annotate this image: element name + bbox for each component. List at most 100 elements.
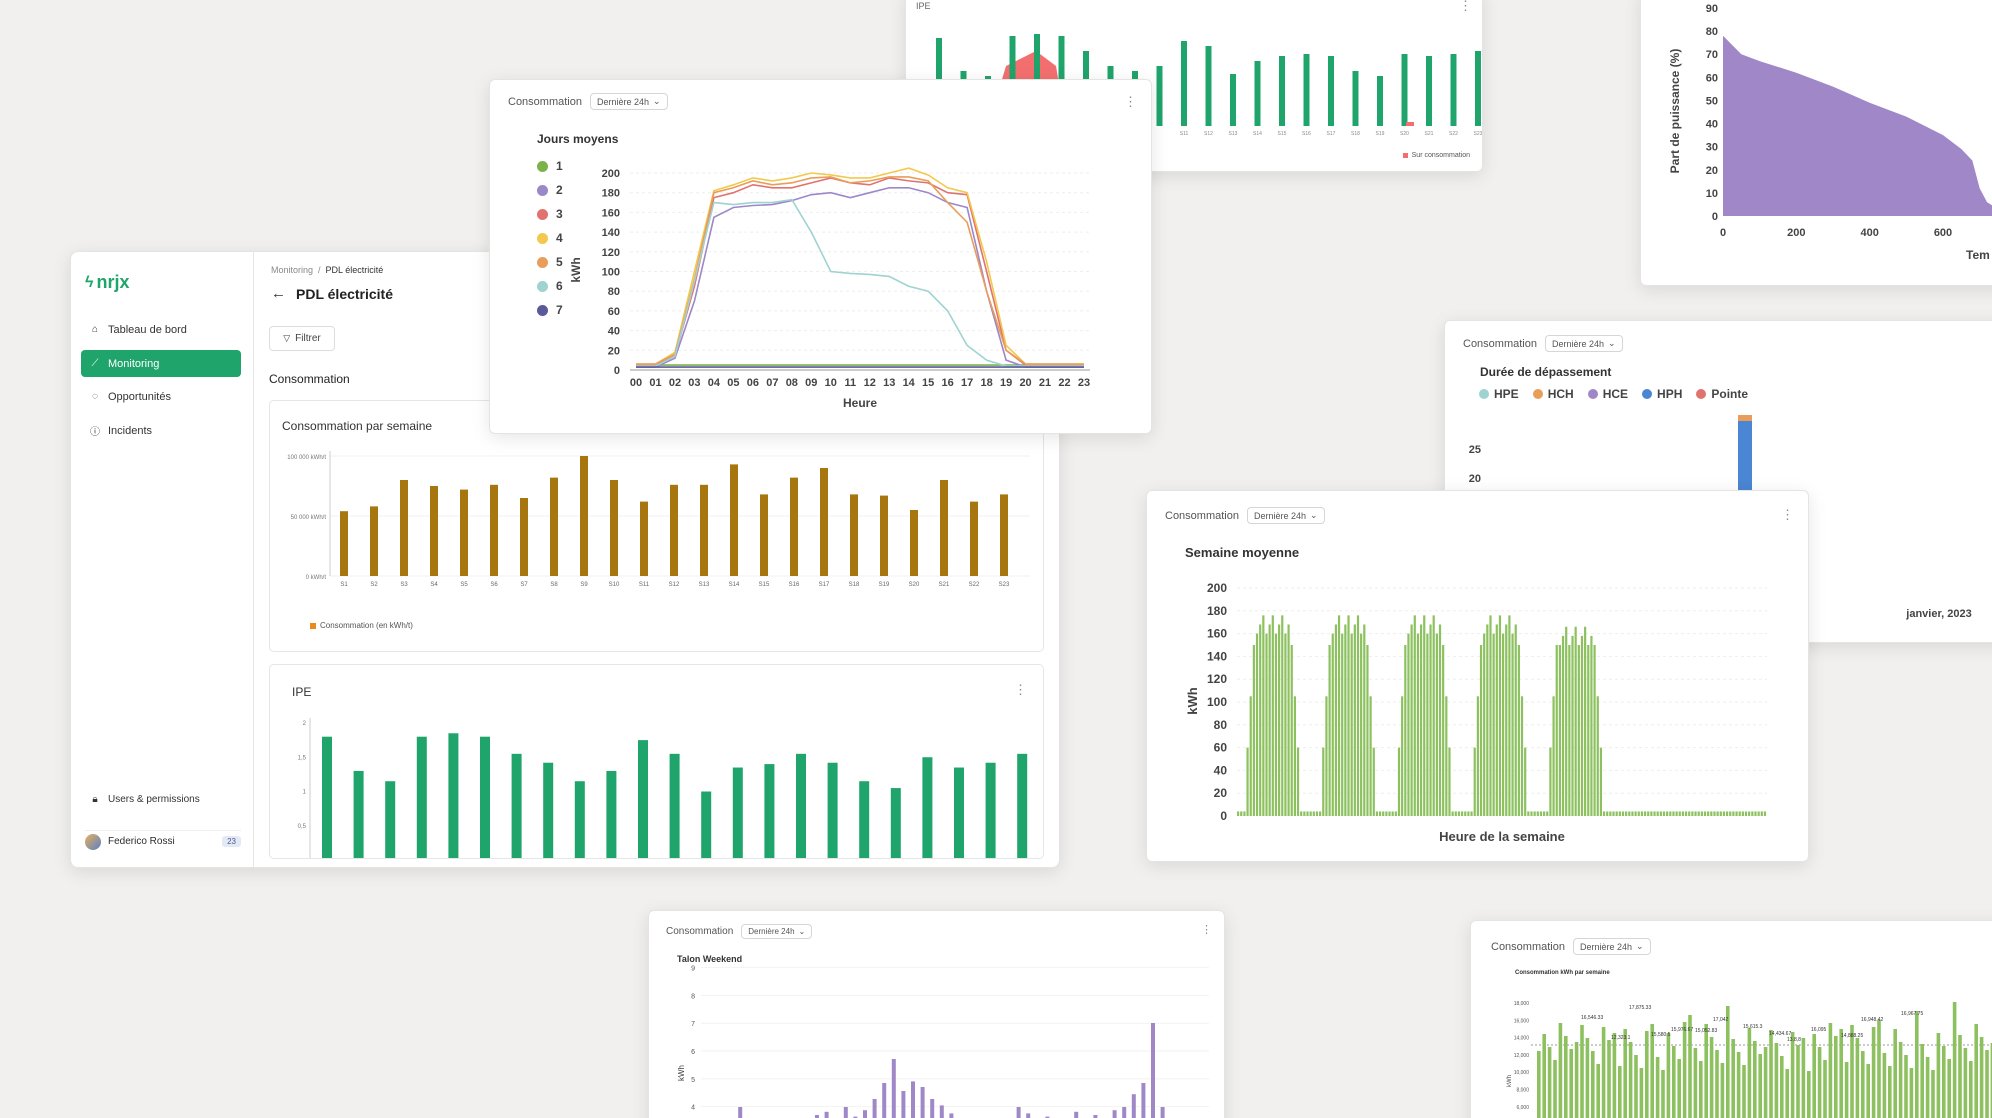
y-tick-label: 120: [602, 247, 620, 259]
legend-item[interactable]: 4: [537, 226, 563, 250]
y-axis-label: kWh: [569, 257, 583, 282]
legend-label: HPE: [1494, 387, 1519, 401]
legend-item[interactable]: 7: [537, 298, 563, 322]
more-options-icon[interactable]: ⋮: [1781, 507, 1794, 522]
bar: [1596, 1064, 1600, 1118]
y-tick-label: 9: [691, 966, 695, 973]
legend-item[interactable]: Pointe: [1696, 387, 1748, 401]
sidebar-item-label: Users & permissions: [108, 794, 200, 805]
x-tick-label: S18: [849, 582, 860, 588]
bar: [1278, 624, 1281, 816]
sidebar-item-tableau[interactable]: ⌂ Tableau de bord: [81, 316, 241, 343]
bar: [1353, 624, 1356, 816]
data-label: 16,948.42: [1861, 1017, 1883, 1023]
y-tick-label: 60: [608, 306, 620, 318]
legend-dot: [1479, 389, 1489, 399]
legend-item[interactable]: 3: [537, 202, 563, 226]
x-tick-label: S5: [460, 582, 468, 588]
x-tick-label: 07: [766, 377, 778, 389]
bar: [1300, 811, 1303, 816]
bar: [1713, 811, 1716, 816]
more-options-icon[interactable]: ⋮: [1459, 0, 1472, 13]
bar: [1688, 1015, 1692, 1118]
legend-item[interactable]: 2: [537, 178, 563, 202]
x-tick-label: S16: [789, 582, 800, 588]
bar: [1074, 1111, 1079, 1118]
period-dropdown[interactable]: Dernière 24h ⌄: [589, 93, 668, 110]
y-tick-label: 60: [1706, 72, 1718, 84]
bar: [1812, 1034, 1816, 1118]
bar: [1470, 811, 1473, 816]
y-tick-label: 20: [608, 345, 620, 357]
bar: [1888, 1066, 1892, 1118]
top-ipe-title: IPE: [916, 1, 931, 11]
widget-title: Consommation: [1165, 509, 1239, 522]
sidebar-item-incidents[interactable]: ⓘ Incidents: [81, 417, 241, 444]
bar: [1754, 811, 1757, 816]
widget-header: Consommation Dernière 24h ⌄: [666, 924, 813, 939]
x-tick-label: S14: [1253, 131, 1262, 137]
bar: [1347, 615, 1350, 816]
y-tick-label: 70: [1706, 49, 1718, 61]
breadcrumb-link[interactable]: Monitoring: [271, 265, 314, 275]
legend-item[interactable]: 6: [537, 274, 563, 298]
sidebar-item-label: Opportunités: [108, 390, 171, 403]
legend-item[interactable]: 1: [537, 154, 563, 178]
bar: [1312, 811, 1315, 816]
bar: [1807, 1071, 1811, 1118]
legend-item[interactable]: HCH: [1532, 387, 1574, 401]
bar: [1931, 1070, 1935, 1118]
bar: [1537, 1051, 1541, 1118]
bar: [1435, 633, 1438, 816]
logo-text: nrjx: [96, 272, 130, 292]
more-options-icon[interactable]: ⋮: [1201, 924, 1212, 936]
bar: [1259, 624, 1262, 816]
sidebar-item-opportunites[interactable]: ◌ Opportunités: [81, 383, 241, 410]
period-dropdown[interactable]: Dernière 24h ⌄: [741, 924, 813, 939]
user-profile[interactable]: Federico Rossi 23: [85, 830, 241, 852]
bar: [1000, 494, 1008, 576]
data-label: 13,8,8: [1787, 1037, 1801, 1043]
legend-label: Pointe: [1711, 387, 1749, 401]
more-options-icon[interactable]: ⋮: [1124, 94, 1137, 109]
bar: [1639, 1068, 1644, 1118]
sidebar-item-users[interactable]: 🔒︎ Users & permissions: [81, 786, 241, 813]
bar: [1451, 811, 1454, 816]
x-tick-label: S8: [550, 582, 558, 588]
legend-label: Sur consommation: [1411, 152, 1470, 159]
bar: [1568, 645, 1571, 816]
y-tick-label: 20: [1214, 786, 1228, 800]
bar: [1131, 1094, 1136, 1118]
weekly-chart: 100 000 kWh/t 50 000 kWh/t 0 kWh/t S1 S2 S3 S4…: [287, 451, 1030, 588]
chevron-down-icon: ⌄: [798, 927, 806, 936]
bar: [820, 468, 828, 576]
period-dropdown[interactable]: Dernière 24h ⌄: [1246, 507, 1325, 524]
y-tick-label: 8,000: [1516, 1088, 1529, 1094]
y-tick-label: 200: [602, 168, 620, 180]
back-arrow-icon[interactable]: ←: [271, 285, 286, 302]
period-dropdown[interactable]: Dernière 24h ⌄: [1572, 938, 1651, 955]
bar: [1151, 1023, 1155, 1118]
bar: [1666, 1033, 1671, 1118]
legend-dot: [1642, 389, 1653, 399]
bar: [1017, 753, 1028, 858]
bar: [1596, 696, 1599, 816]
bar: [1454, 811, 1457, 816]
data-label: 15,976.67: [1671, 1027, 1693, 1033]
period-dropdown[interactable]: Dernière 24h ⌄: [1544, 335, 1623, 352]
filter-button[interactable]: ▽ Filtrer: [269, 326, 335, 351]
more-options-icon[interactable]: ⋮: [1014, 682, 1027, 697]
series-line: [636, 198, 1084, 367]
legend-item[interactable]: HPE: [1479, 387, 1519, 401]
bar: [1328, 56, 1334, 126]
bar: [850, 494, 858, 576]
x-tick-label: S11: [1180, 131, 1189, 137]
legend-item[interactable]: HCE: [1587, 387, 1628, 401]
legend-item[interactable]: HPH: [1642, 387, 1682, 401]
sidebar-item-monitoring[interactable]: ⟋ Monitoring: [81, 350, 241, 377]
legend-item[interactable]: 5: [537, 250, 563, 274]
x-tick-label: S11: [639, 582, 650, 588]
chart-title: Consommation kWh par semaine: [1515, 970, 1610, 976]
x-tick-label: S2: [370, 582, 378, 588]
bar: [1479, 645, 1483, 816]
